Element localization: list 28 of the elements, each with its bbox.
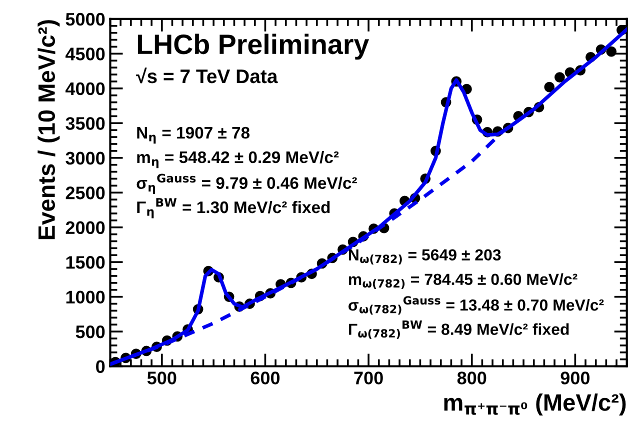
annotation: N$_{ω(782)}$ = 5649 ± 203 xyxy=(348,249,501,264)
x-tick-label: 700 xyxy=(354,372,383,384)
x-axis-title: m$_{π⁺π⁻π⁰}$ (MeV/c²) xyxy=(444,394,626,416)
annotation: m$_{ω(782)}$ = 784.45 ± 0.60 MeV/c² xyxy=(348,273,578,289)
y-tick-label: 1500 xyxy=(66,256,105,269)
y-tick-label: 0 xyxy=(96,360,105,373)
annotation: m$_{η}$ = 548.42 ± 0.29 MeV/c² xyxy=(137,150,339,168)
y-tick-label: 2500 xyxy=(66,186,105,200)
annotation: σ$_{ω(782)}$$^{Gauss}$ = 13.48 ± 0.70 MeV/c² xyxy=(348,296,604,315)
y-tick-label: 4500 xyxy=(66,48,105,60)
annotation: LHCb Preliminary xyxy=(138,34,370,60)
y-axis-title: Events / (10 MeV/c²) xyxy=(38,20,60,240)
annotation: Γ$_{η}$$^{BW}$ = 1.30 MeV/c² fixed xyxy=(137,198,330,218)
x-tick-label: 900 xyxy=(560,372,590,384)
y-tick-label: 2000 xyxy=(66,221,105,234)
y-tick-label: 3500 xyxy=(66,117,105,130)
annotation: σ$_{η}$$^{Gauss}$ = 9.79 ± 0.46 MeV/c² xyxy=(136,174,357,194)
y-tick-label: 5000 xyxy=(66,12,105,26)
annotation: N$_{η}$ = 1907 ± 78 xyxy=(137,126,250,144)
x-tick-label: 600 xyxy=(250,372,280,384)
y-tick-label: 4000 xyxy=(66,82,105,96)
y-tick-label: 1000 xyxy=(66,290,105,304)
y-tick-label: 3000 xyxy=(66,152,105,165)
annotation: Γ$_{ω(782)}$$^{BW}$ = 8.49 MeV/c² fixed xyxy=(348,320,569,339)
x-tick-label: 500 xyxy=(147,372,176,384)
x-tick-label: 800 xyxy=(457,372,486,384)
annotation: √s = 7 TeV Data xyxy=(136,68,278,84)
y-tick-label: 500 xyxy=(76,325,105,338)
